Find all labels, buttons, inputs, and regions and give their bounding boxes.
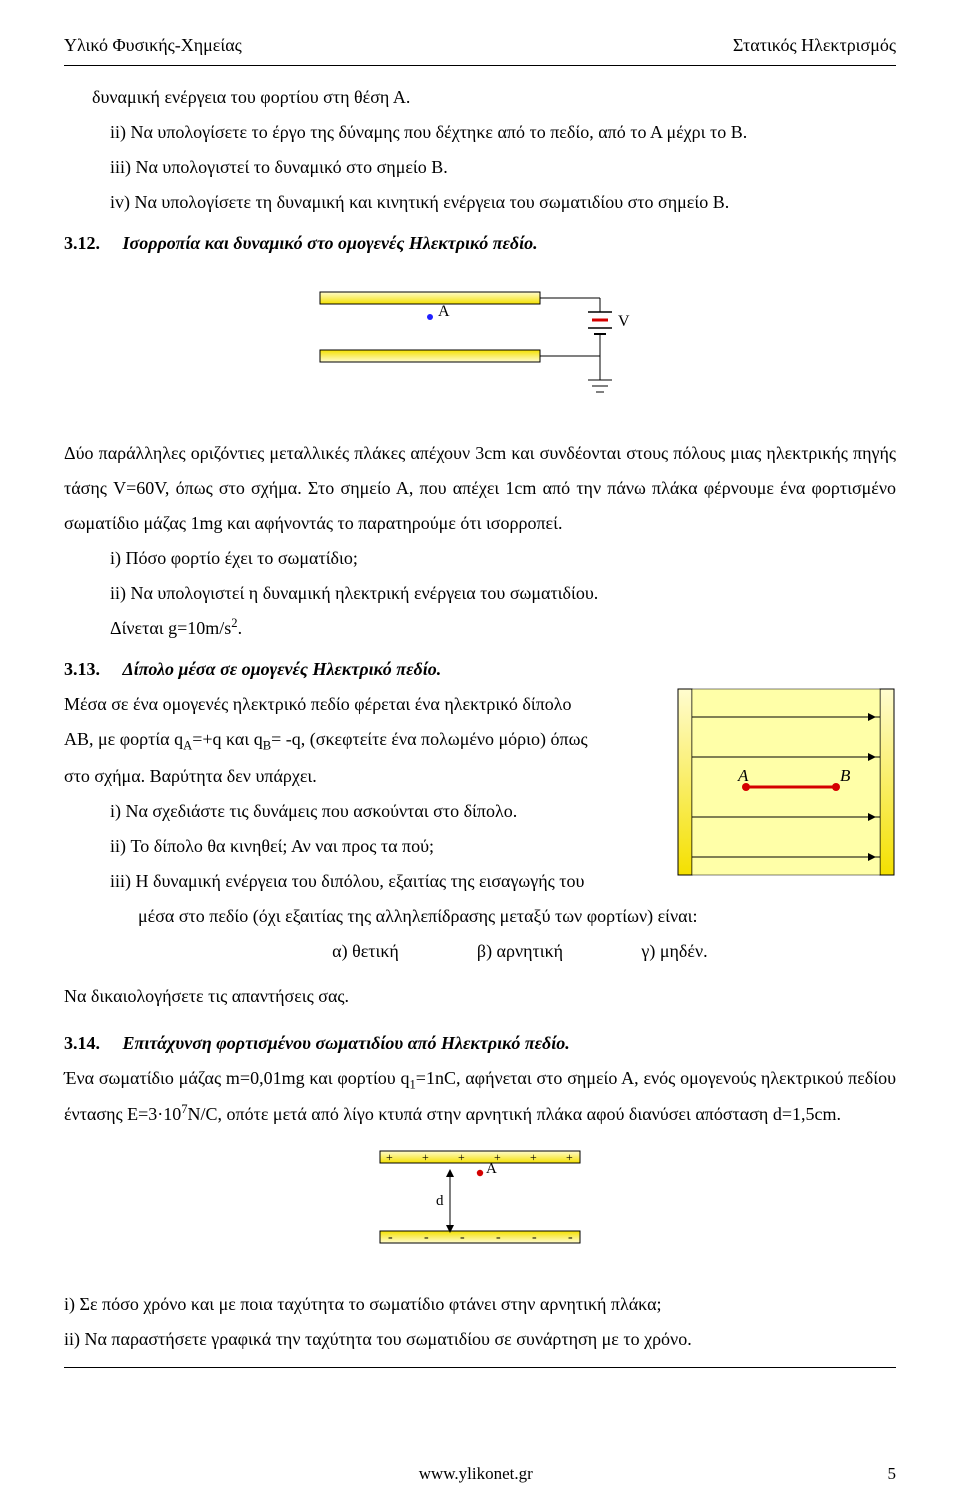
s313-p2-pre: ΑΒ, με φορτία q — [64, 729, 183, 749]
section-313-answer-prompt: Να δικαιολογήσετε τις απαντήσεις σας. — [64, 979, 896, 1014]
section-314-i: i) Σε πόσο χρόνο και με ποια ταχύτητα το… — [64, 1287, 896, 1322]
opt-b: β) αρνητική — [445, 934, 595, 969]
intro-line-1: δυναμική ενέργεια του φορτίου στη θέση Α… — [64, 80, 896, 115]
section-313-i: i) Να σχεδιάστε τις δυνάμεις που ασκούντ… — [64, 794, 658, 829]
section-313-iii: iii) Η δυναμική ενέργεια του διπόλου, εξ… — [64, 864, 658, 899]
header-rule — [64, 65, 896, 66]
section-312-i: i) Πόσο φορτίο έχει το σωματίδιο; — [64, 541, 896, 576]
figure-312-label-v: V — [618, 313, 630, 330]
section-312-paragraph: Δύο παράλληλες οριζόντιες μεταλλικές πλά… — [64, 436, 896, 541]
footer-url: www.ylikonet.gr — [419, 1457, 533, 1490]
svg-text:-: - — [460, 1230, 465, 1245]
figure-314-label-d: d — [436, 1193, 444, 1209]
section-312-num: 3.12. — [64, 233, 100, 253]
figure-313-label-a: Α — [737, 766, 749, 785]
svg-text:+: + — [386, 1150, 393, 1164]
footer-page: 5 — [887, 1457, 896, 1490]
svg-text:-: - — [568, 1230, 573, 1245]
figure-314-label-a: A — [486, 1161, 497, 1177]
s313-p2-post: = -q, (σκεφτείτε ένα πολωμένο μόριο) όπω… — [271, 729, 587, 749]
section-312-title: Ισορροπία και δυναμικό στο ομογενές Ηλεκ… — [123, 233, 538, 253]
opt-a: α) θετική — [291, 934, 441, 969]
section-314-num: 3.14. — [64, 1033, 100, 1053]
footer-rule — [64, 1367, 896, 1368]
svg-text:+: + — [566, 1150, 573, 1164]
section-313-title: Δίπολο μέσα σε ομογενές Ηλεκτρικό πεδίο. — [123, 659, 442, 679]
header-left: Υλικό Φυσικής-Χημείας — [64, 28, 242, 63]
section-314-paragraph: Ένα σωματίδιο μάζας m=0,01mg και φορτίου… — [64, 1061, 896, 1132]
section-313-num: 3.13. — [64, 659, 100, 679]
svg-text:-: - — [388, 1230, 393, 1245]
header-right: Στατικός Ηλεκτρισμός — [733, 28, 896, 63]
intro-line-4: iv) Να υπολογίσετε τη δυναμική και κινητ… — [64, 185, 896, 220]
s314-pre: Ένα σωματίδιο μάζας m=0,01mg και φορτίου… — [64, 1068, 410, 1088]
svg-text:-: - — [496, 1230, 501, 1245]
figure-313: Α Β — [676, 687, 896, 889]
svg-text:+: + — [458, 1150, 465, 1164]
s314-mid2: N/C, οπότε μετά από λίγο κτυπά στην αρνη… — [188, 1104, 841, 1124]
intro-line-3: iii) Να υπολογιστεί το δυναμικό στο σημε… — [64, 150, 896, 185]
figure-314: +++ +++ --- --- A d — [64, 1143, 896, 1275]
section-312-ii: ii) Να υπολογιστεί η δυναμική ηλεκτρική … — [64, 576, 896, 611]
section-313-p3: στο σχήμα. Βαρύτητα δεν υπάρχει. — [64, 759, 658, 794]
given-pre: Δίνεται g=10m/s — [110, 618, 231, 638]
opt-c: γ) μηδέν. — [600, 934, 750, 969]
figure-312: A V — [64, 272, 896, 424]
s313-p2-subB: Β — [263, 739, 271, 753]
section-313-iii-cont: μέσα στο πεδίο (όχι εξαιτίας της αλληλεπ… — [64, 899, 896, 934]
section-314-title: Επιτάχυνση φορτισμένου σωματιδίου από Ηλ… — [123, 1033, 570, 1053]
svg-text:+: + — [422, 1150, 429, 1164]
s313-p2-mid: =+q και q — [192, 729, 263, 749]
section-313-ii: ii) Το δίπολο θα κινηθεί; Αν ναι προς τα… — [64, 829, 658, 864]
section-313-p2: ΑΒ, με φορτία qΑ=+q και qΒ= -q, (σκεφτεί… — [64, 722, 658, 758]
figure-313-label-b: Β — [840, 766, 851, 785]
section-314-ii: ii) Να παραστήσετε γραφικά την ταχύτητα … — [64, 1322, 896, 1357]
svg-text:+: + — [530, 1150, 537, 1164]
svg-text:-: - — [424, 1230, 429, 1245]
section-312-given: Δίνεται g=10m/s2. — [64, 611, 896, 646]
figure-312-label-a: A — [438, 303, 450, 320]
given-post: . — [238, 618, 243, 638]
s313-p2-subA: Α — [183, 739, 192, 753]
section-313-options: α) θετική β) αρνητική γ) μηδέν. — [64, 934, 896, 969]
svg-text:-: - — [532, 1230, 537, 1245]
intro-line-2: ii) Να υπολογίσετε το έργο της δύναμης π… — [64, 115, 896, 150]
section-313-p1: Μέσα σε ένα ομογενές ηλεκτρικό πεδίο φέρ… — [64, 687, 658, 722]
